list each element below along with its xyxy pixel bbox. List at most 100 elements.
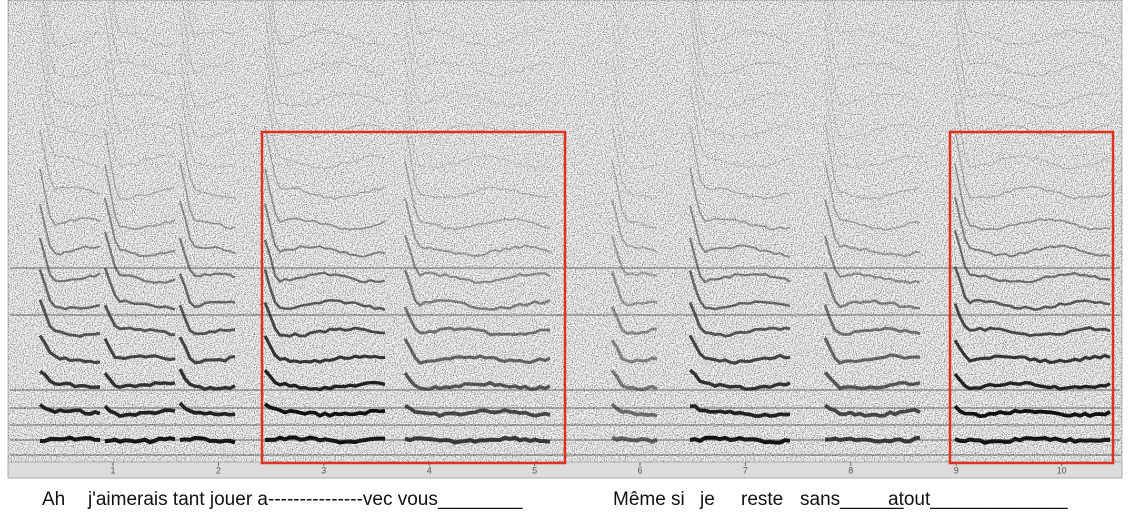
lyric: j'aimerais tant jouer a---------------ve…	[87, 489, 523, 510]
harmonic	[39, 130, 101, 195]
tick-label: 2	[216, 465, 221, 475]
harmonic	[178, 336, 236, 365]
harmonic	[38, 299, 101, 338]
harmonic	[689, 85, 791, 169]
harmonic	[689, 404, 791, 418]
harmonic	[39, 7, 101, 108]
harmonic	[610, 339, 658, 364]
harmonic	[39, 47, 101, 138]
harmonic	[263, 269, 386, 311]
harmonic	[104, 436, 176, 445]
harmonic	[103, 404, 176, 419]
harmonic	[611, 199, 658, 254]
harmonic	[824, 199, 921, 258]
harmonic	[953, 229, 1111, 284]
harmonic	[271, 0, 386, 46]
harmonic	[958, 0, 1111, 77]
harmonic	[610, 306, 658, 336]
harmonic	[962, 0, 1111, 46]
tick-label: 10	[1057, 465, 1067, 475]
harmonic	[953, 404, 1111, 419]
harmonic	[112, 0, 176, 47]
harmonic	[689, 47, 791, 139]
tick-label: 7	[743, 465, 748, 475]
tick-label: 8	[848, 465, 853, 475]
harmonic	[953, 303, 1111, 338]
harmonic	[179, 53, 236, 139]
harmonic	[403, 371, 551, 391]
harmonic	[263, 239, 386, 284]
harmonic	[178, 401, 236, 417]
harmonic	[264, 85, 386, 170]
tick-label: 3	[321, 465, 326, 475]
lyric: Ah	[42, 489, 65, 510]
harmonic	[39, 204, 101, 256]
harmonic	[179, 122, 236, 199]
harmonic	[404, 90, 551, 170]
harmonic	[404, 20, 551, 109]
harmonic	[103, 372, 176, 389]
harmonic	[404, 55, 551, 138]
harmonic	[688, 301, 791, 338]
harmonic	[954, 163, 1111, 231]
harmonic	[688, 368, 791, 391]
harmonic	[823, 304, 921, 336]
harmonic	[407, 0, 551, 78]
harmonic	[824, 55, 921, 139]
harmonic	[103, 231, 176, 285]
harmonic	[824, 122, 921, 200]
harmonic	[38, 269, 101, 311]
harmonic	[103, 304, 176, 337]
harmonic	[104, 164, 176, 231]
harmonic	[403, 338, 551, 365]
harmonic	[823, 235, 921, 285]
harmonic	[104, 197, 176, 258]
harmonic	[826, 0, 921, 77]
harmonic	[689, 125, 791, 200]
harmonic	[263, 301, 386, 338]
harmonic	[610, 369, 658, 392]
lyric: atout_____________	[888, 489, 1068, 510]
harmonic	[954, 16, 1111, 109]
harmonic	[611, 435, 658, 444]
harmonic	[689, 9, 791, 109]
harmonic	[181, 0, 236, 74]
harmonic	[689, 435, 791, 445]
harmonic	[954, 435, 1111, 445]
harmonic	[692, 0, 791, 77]
harmonic	[178, 237, 236, 279]
lyric: Même	[613, 489, 666, 510]
harmonic	[108, 0, 176, 76]
highlight-box	[948, 130, 1115, 465]
harmonic	[404, 160, 551, 231]
tick-label: 9	[954, 465, 959, 475]
harmonic	[179, 200, 236, 255]
harmonic	[823, 271, 920, 310]
harmonic	[404, 403, 551, 419]
harmonic	[103, 267, 176, 311]
harmonic	[688, 237, 791, 284]
harmonic	[104, 129, 176, 201]
harmonic	[178, 304, 236, 336]
harmonic	[823, 403, 921, 418]
harmonic	[404, 435, 551, 445]
harmonic	[179, 162, 236, 230]
harmonic	[689, 205, 791, 258]
harmonic	[263, 402, 386, 418]
harmonic	[610, 270, 658, 307]
lyric: sans______	[800, 489, 904, 510]
harmonic	[39, 435, 100, 443]
harmonic	[264, 46, 386, 139]
harmonic	[179, 86, 236, 169]
harmonic	[264, 12, 386, 108]
harmonic	[610, 235, 658, 278]
harmonic	[46, 0, 101, 47]
harmonic	[688, 270, 791, 311]
lyric: reste	[741, 489, 783, 510]
harmonic	[263, 335, 386, 364]
harmonic	[104, 55, 176, 134]
harmonic	[688, 334, 791, 365]
harmonic	[823, 371, 921, 391]
